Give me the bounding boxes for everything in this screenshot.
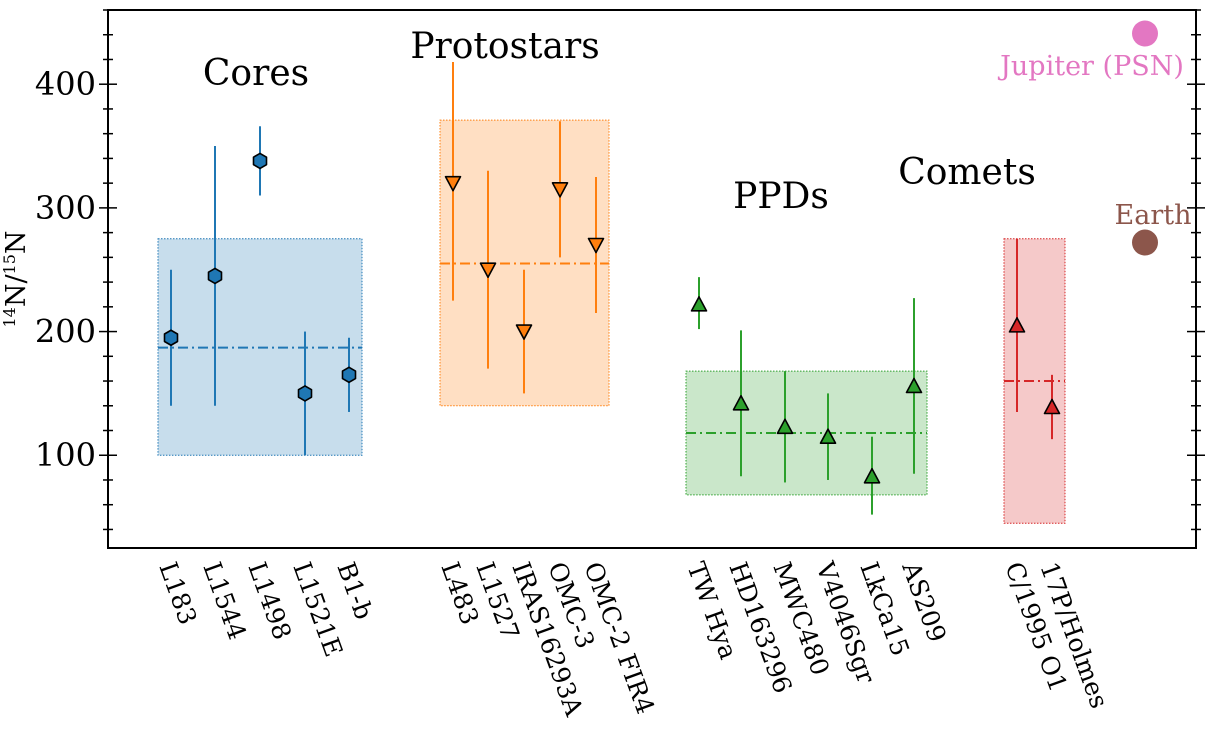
group-title: Comets — [898, 152, 1036, 193]
data-point — [297, 385, 313, 402]
data-point — [732, 394, 750, 411]
data-point — [444, 175, 462, 192]
data-point — [776, 418, 794, 435]
reference-point — [1132, 229, 1158, 256]
y-axis-label-part: 15 — [0, 254, 19, 274]
reference-label: Jupiter (PSN) — [997, 51, 1184, 82]
data-point — [207, 267, 223, 285]
group-band-comets — [1003, 238, 1066, 524]
y-tick-label: 200 — [35, 313, 96, 351]
data-point — [863, 467, 881, 484]
x-tick-label: L183 — [153, 558, 202, 628]
y-axis-label-part: N/ — [1, 274, 32, 308]
data-point — [905, 377, 923, 394]
group-title: Cores — [203, 53, 309, 94]
data-point — [587, 237, 605, 254]
y-tick-label: 400 — [35, 65, 96, 103]
y-tick-label: 100 — [35, 436, 96, 474]
data-point — [163, 329, 179, 347]
reference-point — [1132, 20, 1158, 47]
group-title: Protostars — [410, 26, 599, 67]
y-tick-label: 300 — [35, 189, 96, 227]
group-title: PPDs — [733, 176, 829, 217]
data-point — [479, 262, 497, 279]
data-point — [1043, 398, 1061, 415]
plot-frame — [107, 9, 1197, 549]
y-axis-label-part: N — [1, 230, 32, 254]
y-axis-label: 14N/15N — [0, 230, 32, 327]
x-tick-label: B1-b — [331, 558, 378, 623]
data-point — [819, 428, 837, 444]
data-point — [252, 152, 268, 170]
data-point — [1008, 317, 1026, 333]
reference-label: Earth — [1115, 200, 1192, 231]
data-point — [690, 296, 708, 312]
data-point — [551, 182, 569, 198]
y-axis-label-part: 14 — [0, 307, 19, 327]
data-point — [515, 324, 533, 340]
data-point — [341, 366, 357, 384]
